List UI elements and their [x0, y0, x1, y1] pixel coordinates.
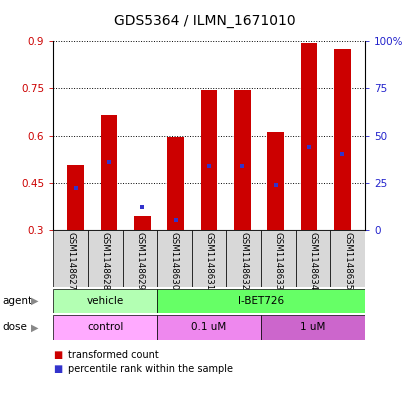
Text: I-BET726: I-BET726 — [237, 296, 283, 306]
Text: 0.1 uM: 0.1 uM — [191, 322, 226, 332]
Text: GSM1148630: GSM1148630 — [170, 232, 179, 290]
Bar — [167, 137, 184, 230]
Text: vehicle: vehicle — [86, 296, 124, 306]
Text: dose: dose — [2, 322, 27, 332]
Bar — [234, 90, 250, 230]
Text: GSM1148627: GSM1148627 — [66, 232, 75, 290]
Bar — [295, 230, 330, 287]
Bar — [88, 230, 122, 287]
Text: ■: ■ — [53, 350, 63, 360]
Bar — [53, 289, 157, 313]
Bar — [67, 165, 84, 230]
Bar — [261, 315, 364, 340]
Text: GSM1148628: GSM1148628 — [101, 232, 110, 290]
Text: GSM1148633: GSM1148633 — [273, 232, 282, 290]
Bar — [226, 230, 261, 287]
Bar — [53, 315, 157, 340]
Bar — [122, 230, 157, 287]
Text: control: control — [87, 322, 123, 332]
Bar — [157, 289, 364, 313]
Text: agent: agent — [2, 296, 32, 306]
Bar — [53, 230, 88, 287]
Text: ▶: ▶ — [31, 322, 38, 332]
Text: percentile rank within the sample: percentile rank within the sample — [67, 364, 232, 374]
Bar — [101, 115, 117, 230]
Text: ▶: ▶ — [31, 296, 38, 306]
Bar — [261, 230, 295, 287]
Text: GSM1148631: GSM1148631 — [204, 232, 213, 290]
Text: GDS5364 / ILMN_1671010: GDS5364 / ILMN_1671010 — [114, 14, 295, 28]
Text: GSM1148632: GSM1148632 — [238, 232, 247, 290]
Bar — [300, 43, 317, 230]
Text: 1 uM: 1 uM — [299, 322, 325, 332]
Text: GSM1148635: GSM1148635 — [342, 232, 351, 290]
Text: GSM1148634: GSM1148634 — [308, 232, 317, 290]
Bar — [200, 90, 217, 230]
Bar — [191, 230, 226, 287]
Bar — [330, 230, 364, 287]
Bar — [157, 230, 191, 287]
Text: transformed count: transformed count — [67, 350, 158, 360]
Bar — [333, 49, 350, 230]
Text: ■: ■ — [53, 364, 63, 374]
Bar — [157, 315, 261, 340]
Text: GSM1148629: GSM1148629 — [135, 232, 144, 290]
Bar — [267, 132, 283, 230]
Bar — [134, 216, 151, 230]
